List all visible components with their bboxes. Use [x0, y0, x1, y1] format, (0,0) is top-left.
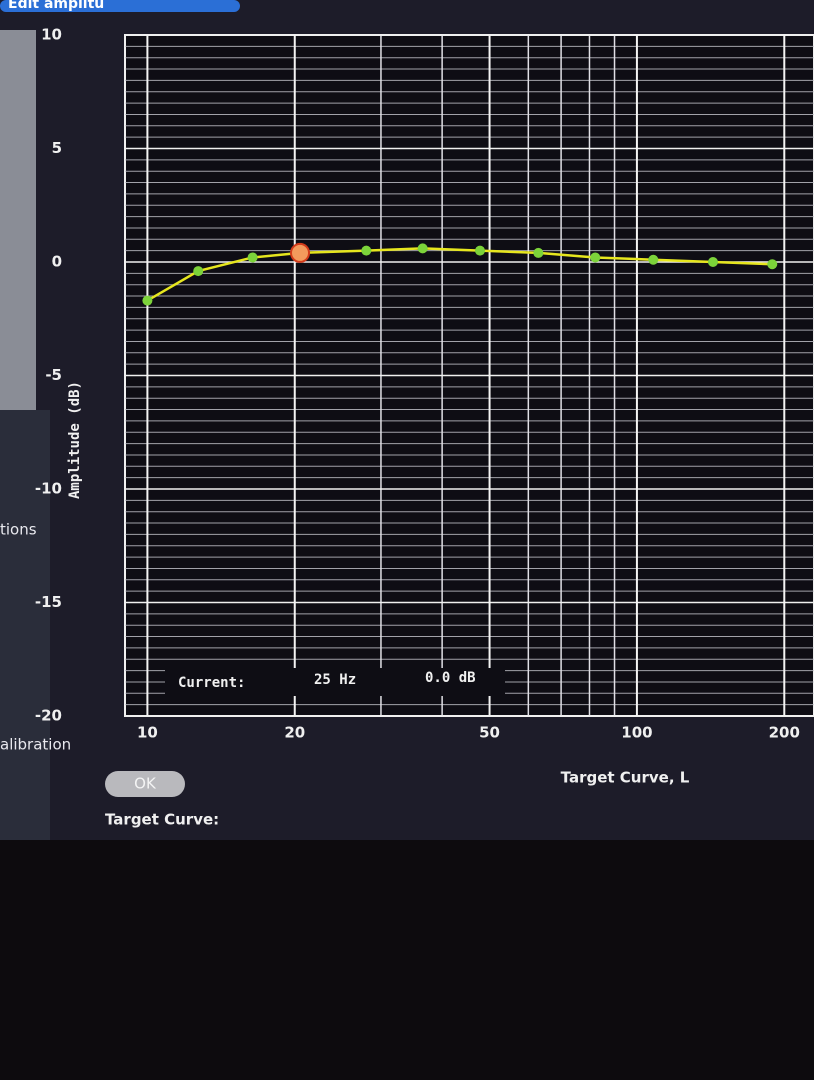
sidebar-item[interactable]: tions	[0, 521, 37, 539]
x-tick-label: 50	[479, 724, 500, 742]
curve-point[interactable]	[142, 295, 153, 306]
x-caption: Target Curve, L	[561, 769, 690, 787]
window-tab[interactable]	[0, 0, 240, 12]
curve-point[interactable]	[590, 252, 601, 263]
y-tick-label: 10	[41, 26, 62, 44]
curve-point[interactable]	[474, 245, 485, 256]
sidebar-lower	[0, 410, 50, 840]
target-curve-label: Target Curve:	[105, 811, 219, 829]
y-tick-label: -20	[35, 707, 62, 725]
y-tick-label: -15	[35, 593, 62, 611]
readout-bg	[165, 668, 505, 696]
curve	[146, 247, 773, 302]
sidebar-upper	[0, 30, 36, 410]
curve-point[interactable]	[533, 247, 544, 258]
plot	[125, 34, 814, 717]
readout-amplitude: 0.0 dB	[425, 670, 476, 686]
curve-point[interactable]	[417, 243, 428, 254]
x-tick-label: 10	[137, 724, 158, 742]
y-tick-label: -10	[35, 480, 62, 498]
curve-point[interactable]	[361, 245, 372, 256]
x-tick-label: 200	[769, 724, 800, 742]
ok-button-text: OK	[134, 775, 157, 793]
curve-point[interactable]	[707, 257, 718, 267]
x-tick-label: 20	[284, 724, 305, 742]
x-tick-label: 100	[621, 724, 652, 742]
y-tick-label: 5	[52, 139, 62, 157]
sidebar-item[interactable]: alibration	[0, 736, 71, 754]
curve-point[interactable]	[193, 266, 204, 277]
y-tick-label: 0	[52, 253, 62, 271]
curve-point[interactable]	[767, 259, 778, 270]
readout-frequency: 25 Hz	[314, 672, 356, 688]
y-tick-label: -5	[45, 366, 62, 384]
ok-button[interactable]	[105, 771, 185, 797]
selected-point[interactable]	[290, 242, 311, 263]
window-tab-text: Edit amplitu	[8, 0, 104, 12]
curve-point[interactable]	[247, 252, 258, 263]
readout-label: Current:	[178, 675, 245, 691]
desk	[0, 840, 814, 1080]
curve-point[interactable]	[648, 254, 659, 265]
y-axis-label: Amplitude (dB)	[67, 381, 83, 499]
